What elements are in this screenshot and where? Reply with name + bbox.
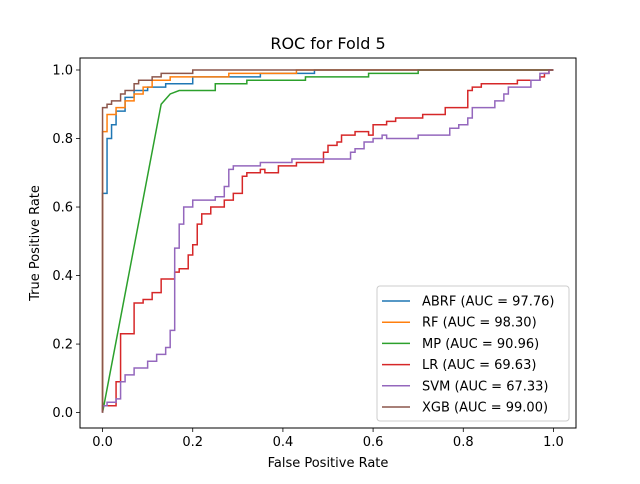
- legend-label-5: XGB (AUC = 99.00): [422, 401, 548, 416]
- series-line-5: [101, 69, 554, 413]
- x-tick-label: 1.0: [543, 435, 564, 450]
- plot-area: [79, 57, 577, 429]
- series-line-4: [101, 69, 554, 413]
- x-tick-label: 0.6: [363, 435, 384, 450]
- x-axis: 0.0 0.2 0.4 0.6 0.8 1.0: [92, 428, 564, 450]
- legend-label-2: MP (AUC = 90.96): [422, 337, 539, 352]
- x-axis-label: False Positive Rate: [268, 456, 389, 471]
- legend-frame: [376, 285, 570, 422]
- y-tick-label: 0.4: [52, 269, 73, 284]
- x-tick-label: 0.2: [182, 435, 203, 450]
- series-line-3: [101, 69, 554, 413]
- legend-label-3: LR (AUC = 69.63): [422, 358, 536, 373]
- x-tick-label: 0.8: [453, 435, 474, 450]
- y-tick-label: 0.6: [52, 201, 73, 216]
- y-axis: 0.0 0.2 0.4 0.6 0.8 1.0: [52, 63, 80, 421]
- legend: ABRF (AUC = 97.76) RF (AUC = 98.30) MP (AU…: [376, 285, 570, 422]
- y-axis-label: True Positive Rate: [28, 185, 43, 302]
- y-tick-label: 0.0: [52, 406, 73, 421]
- series-line-1: [101, 69, 554, 413]
- y-tick-label: 1.0: [52, 63, 73, 78]
- series-line-2: [101, 69, 554, 413]
- x-tick-label: 0.0: [92, 435, 113, 450]
- series-layer: [101, 69, 554, 413]
- legend-label-1: RF (AUC = 98.30): [422, 316, 537, 331]
- y-tick-label: 0.2: [52, 338, 73, 353]
- x-tick-label: 0.4: [273, 435, 294, 450]
- plot-frame: [79, 57, 577, 429]
- chart-title: ROC for Fold 5: [270, 34, 385, 53]
- y-tick-label: 0.8: [52, 132, 73, 147]
- legend-label-0: ABRF (AUC = 97.76): [422, 295, 554, 310]
- legend-label-4: SVM (AUC = 67.33): [422, 379, 549, 394]
